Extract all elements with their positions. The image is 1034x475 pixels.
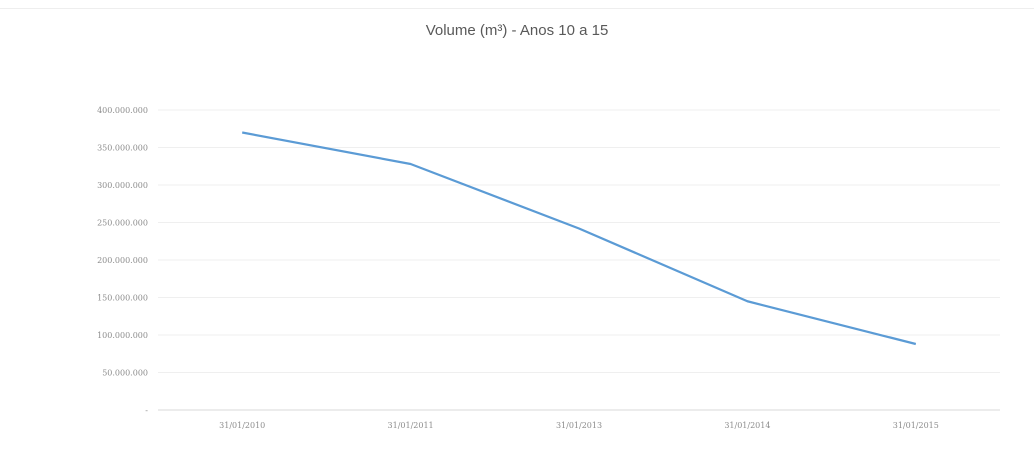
y-tick-label: 350.000.000 [97, 144, 148, 153]
y-tick-label: 300.000.000 [97, 181, 148, 190]
y-tick-label: 250.000.000 [97, 219, 148, 228]
x-tick-label: 31/01/2010 [219, 421, 265, 430]
top-divider [0, 8, 1034, 9]
x-tick-label: 31/01/2014 [724, 421, 770, 430]
y-tick-label: 100.000.000 [97, 331, 148, 340]
x-tick-label: 31/01/2015 [893, 421, 939, 430]
y-tick-label: 50.000.000 [102, 369, 148, 378]
series-layer [241, 131, 917, 346]
x-tick-label: 31/01/2013 [556, 421, 602, 430]
x-axis-ticks: 31/01/2010 31/01/2011 31/01/2013 31/01/2014… [219, 421, 939, 430]
y-axis-ticks: - 50.000.000 100.000.000 150.000.000 200.000… [97, 106, 148, 415]
x-tick-label: 31/01/2011 [388, 421, 434, 430]
y-tick-label: 400.000.000 [97, 106, 148, 115]
series-line [241, 131, 917, 346]
y-tick-label: 150.000.000 [97, 294, 148, 303]
gridlines [158, 109, 1000, 411]
y-tick-label: - [145, 406, 148, 415]
chart-title: Volume (m³) - Anos 10 a 15 [425, 22, 609, 39]
y-tick-label: 200.000.000 [97, 256, 148, 265]
